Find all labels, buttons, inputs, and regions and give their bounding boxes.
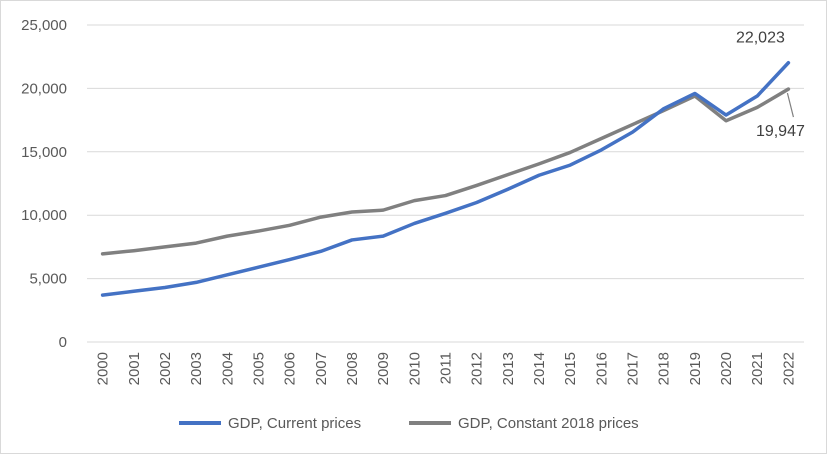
series-line: [100, 61, 791, 297]
x-tick-label: 2018: [656, 352, 673, 385]
y-tick-label: 5,000: [29, 271, 67, 288]
x-tick-label: 2008: [344, 352, 361, 385]
data-labels: 22,023 19,947: [736, 30, 805, 140]
y-tick-label: 10,000: [21, 207, 67, 224]
legend-item: GDP, Current prices: [179, 415, 361, 432]
x-tick-label: 2009: [375, 352, 392, 385]
y-tick-label: 25,000: [21, 17, 67, 34]
x-tick-label: 2015: [562, 352, 579, 385]
x-tick-label: 2007: [313, 352, 330, 385]
y-tick-label: 20,000: [21, 80, 67, 97]
x-tick-label: 2013: [500, 352, 517, 385]
series-line: [100, 87, 791, 256]
x-tick-label: 2022: [780, 352, 797, 385]
x-tick-label: 2001: [126, 352, 143, 385]
x-tick-label: 2016: [593, 352, 610, 385]
leader-line: [786, 92, 794, 118]
x-tick-label: 2005: [250, 352, 267, 385]
gridlines: [87, 24, 804, 343]
series-lines: [100, 61, 791, 297]
x-tick-label: 2019: [687, 352, 704, 385]
legend-item: GDP, Constant 2018 prices: [409, 415, 639, 432]
x-tick-label: 2021: [749, 352, 766, 385]
legend: GDP, Current prices GDP, Constant 2018 pr…: [179, 415, 639, 432]
x-tick-label: 2012: [469, 352, 486, 385]
x-tick-label: 2014: [531, 352, 548, 385]
data-label: 22,023: [736, 30, 785, 47]
x-tick-label: 2010: [406, 352, 423, 385]
x-tick-label: 2020: [718, 352, 735, 385]
x-tick-label: 2004: [219, 352, 236, 385]
x-tick-label: 2000: [95, 352, 112, 385]
x-tick-label: 2002: [157, 352, 174, 385]
data-label: 19,947: [756, 123, 805, 140]
legend-label: GDP, Constant 2018 prices: [458, 415, 639, 432]
x-tick-label: 2006: [282, 352, 299, 385]
y-tick-label: 0: [59, 334, 67, 351]
x-tick-label: 2011: [438, 352, 455, 384]
x-tick-label: 2003: [188, 352, 205, 385]
y-axis-tick-labels: 0 5,000 10,000 15,000 20,000 25,000: [21, 17, 67, 351]
x-axis-tick-labels: 2000 2001 2002 2003 2004 2005 2006 2007 2008 2009…: [95, 352, 798, 385]
y-tick-label: 15,000: [21, 144, 67, 161]
x-tick-label: 2017: [625, 352, 642, 385]
legend-label: GDP, Current prices: [228, 415, 361, 432]
